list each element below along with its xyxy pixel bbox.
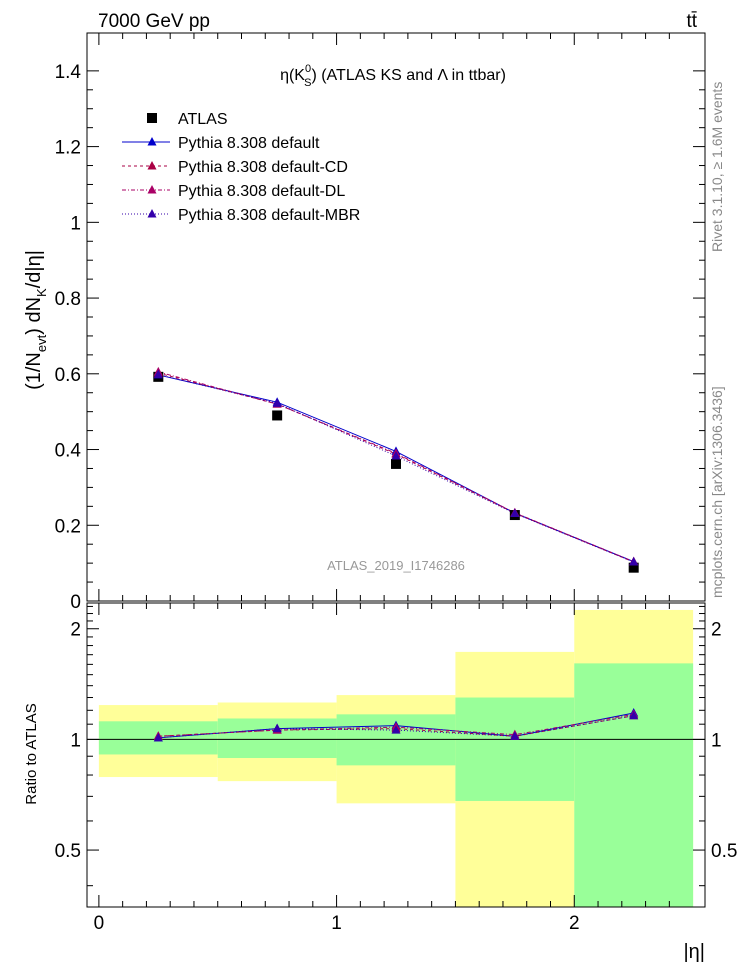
- y-axis-label: (1/Nevt) dNK/d|η|: [23, 250, 49, 390]
- ratio-series-point: [629, 710, 639, 720]
- data-point: [628, 562, 639, 573]
- rivet-label: Rivet 3.1.10, ≥ 1.6M events: [709, 82, 725, 252]
- ratio-frame: [86, 602, 706, 908]
- series-point: [510, 508, 520, 518]
- ratio-y-tick-label-right: 0.5: [711, 841, 737, 862]
- ratio-y-tick-label: 1: [70, 730, 81, 751]
- series-point: [391, 450, 401, 460]
- process-label: tt̄: [686, 11, 697, 32]
- x-tick-label: 2: [569, 913, 580, 934]
- ratio-panel: 0.5 0.5 1 1 2 2 0 1 2: [55, 603, 737, 934]
- legend: ATLAS Pythia 8.308 default Pythia 8.308 de…: [122, 111, 360, 224]
- x-axis-label: |η|: [683, 941, 705, 963]
- analysis-id-label: ATLAS_2019_I1746286: [327, 558, 465, 573]
- legend-label: Pythia 8.308 default: [178, 135, 320, 152]
- y-tick-label: 0.2: [55, 516, 81, 537]
- main-panel: 0 0.2 0.4 0.6 0.8 1 1.2 1.4: [55, 33, 705, 613]
- y-tick-label: 0.8: [55, 289, 81, 310]
- x-tick-label: 1: [331, 913, 342, 934]
- y-tick-label: 1: [70, 213, 81, 234]
- energy-label: 7000 GeV pp: [98, 11, 210, 32]
- legend-label-atlas: ATLAS: [178, 111, 228, 128]
- main-frame: [86, 32, 706, 602]
- plot-title: η(K0 S) (ATLAS KS and Λ in ttbar): [280, 63, 506, 89]
- ratio-y-axis-label: Ratio to ATLAS: [23, 703, 40, 804]
- legend-marker: [147, 161, 157, 170]
- series-point: [153, 369, 163, 379]
- ratio-y-tick-label-right: 2: [711, 620, 722, 641]
- legend-marker: [147, 209, 157, 218]
- ratio-series-point: [272, 723, 282, 733]
- uncertainty-band-green: [574, 663, 694, 907]
- ratio-series-point: [510, 731, 520, 740]
- data-point: [272, 410, 283, 421]
- legend-marker-atlas: [147, 113, 157, 123]
- series-point: [629, 556, 639, 566]
- y-tick-label: 0.6: [55, 365, 81, 386]
- ratio-series-point: [391, 725, 401, 734]
- legend-label: Pythia 8.308 default-DL: [178, 183, 345, 200]
- legend-marker: [147, 137, 157, 146]
- ratio-y-tick-label: 2: [70, 620, 81, 641]
- legend-label: Pythia 8.308 default-MBR: [178, 207, 360, 224]
- y-tick-label: 1.4: [55, 62, 82, 83]
- legend-label: Pythia 8.308 default-CD: [178, 159, 348, 176]
- ratio-series-line: [158, 715, 634, 737]
- ratio-y-tick-label-right: 1: [711, 730, 722, 751]
- legend-marker: [147, 185, 157, 194]
- ratio-y-tick-label: 0.5: [55, 841, 81, 862]
- y-tick-label: 0.4: [55, 441, 82, 462]
- series-point: [272, 398, 282, 407]
- data-point: [391, 458, 401, 469]
- y-tick-label: 0: [70, 592, 81, 613]
- ratio-series-point: [153, 732, 163, 742]
- mcplots-label: mcplots.cern.ch [arXiv:1306.3436]: [709, 386, 725, 598]
- y-tick-label: 1.2: [55, 138, 81, 159]
- uncertainty-band-green: [455, 697, 575, 801]
- x-tick-label: 0: [94, 913, 105, 934]
